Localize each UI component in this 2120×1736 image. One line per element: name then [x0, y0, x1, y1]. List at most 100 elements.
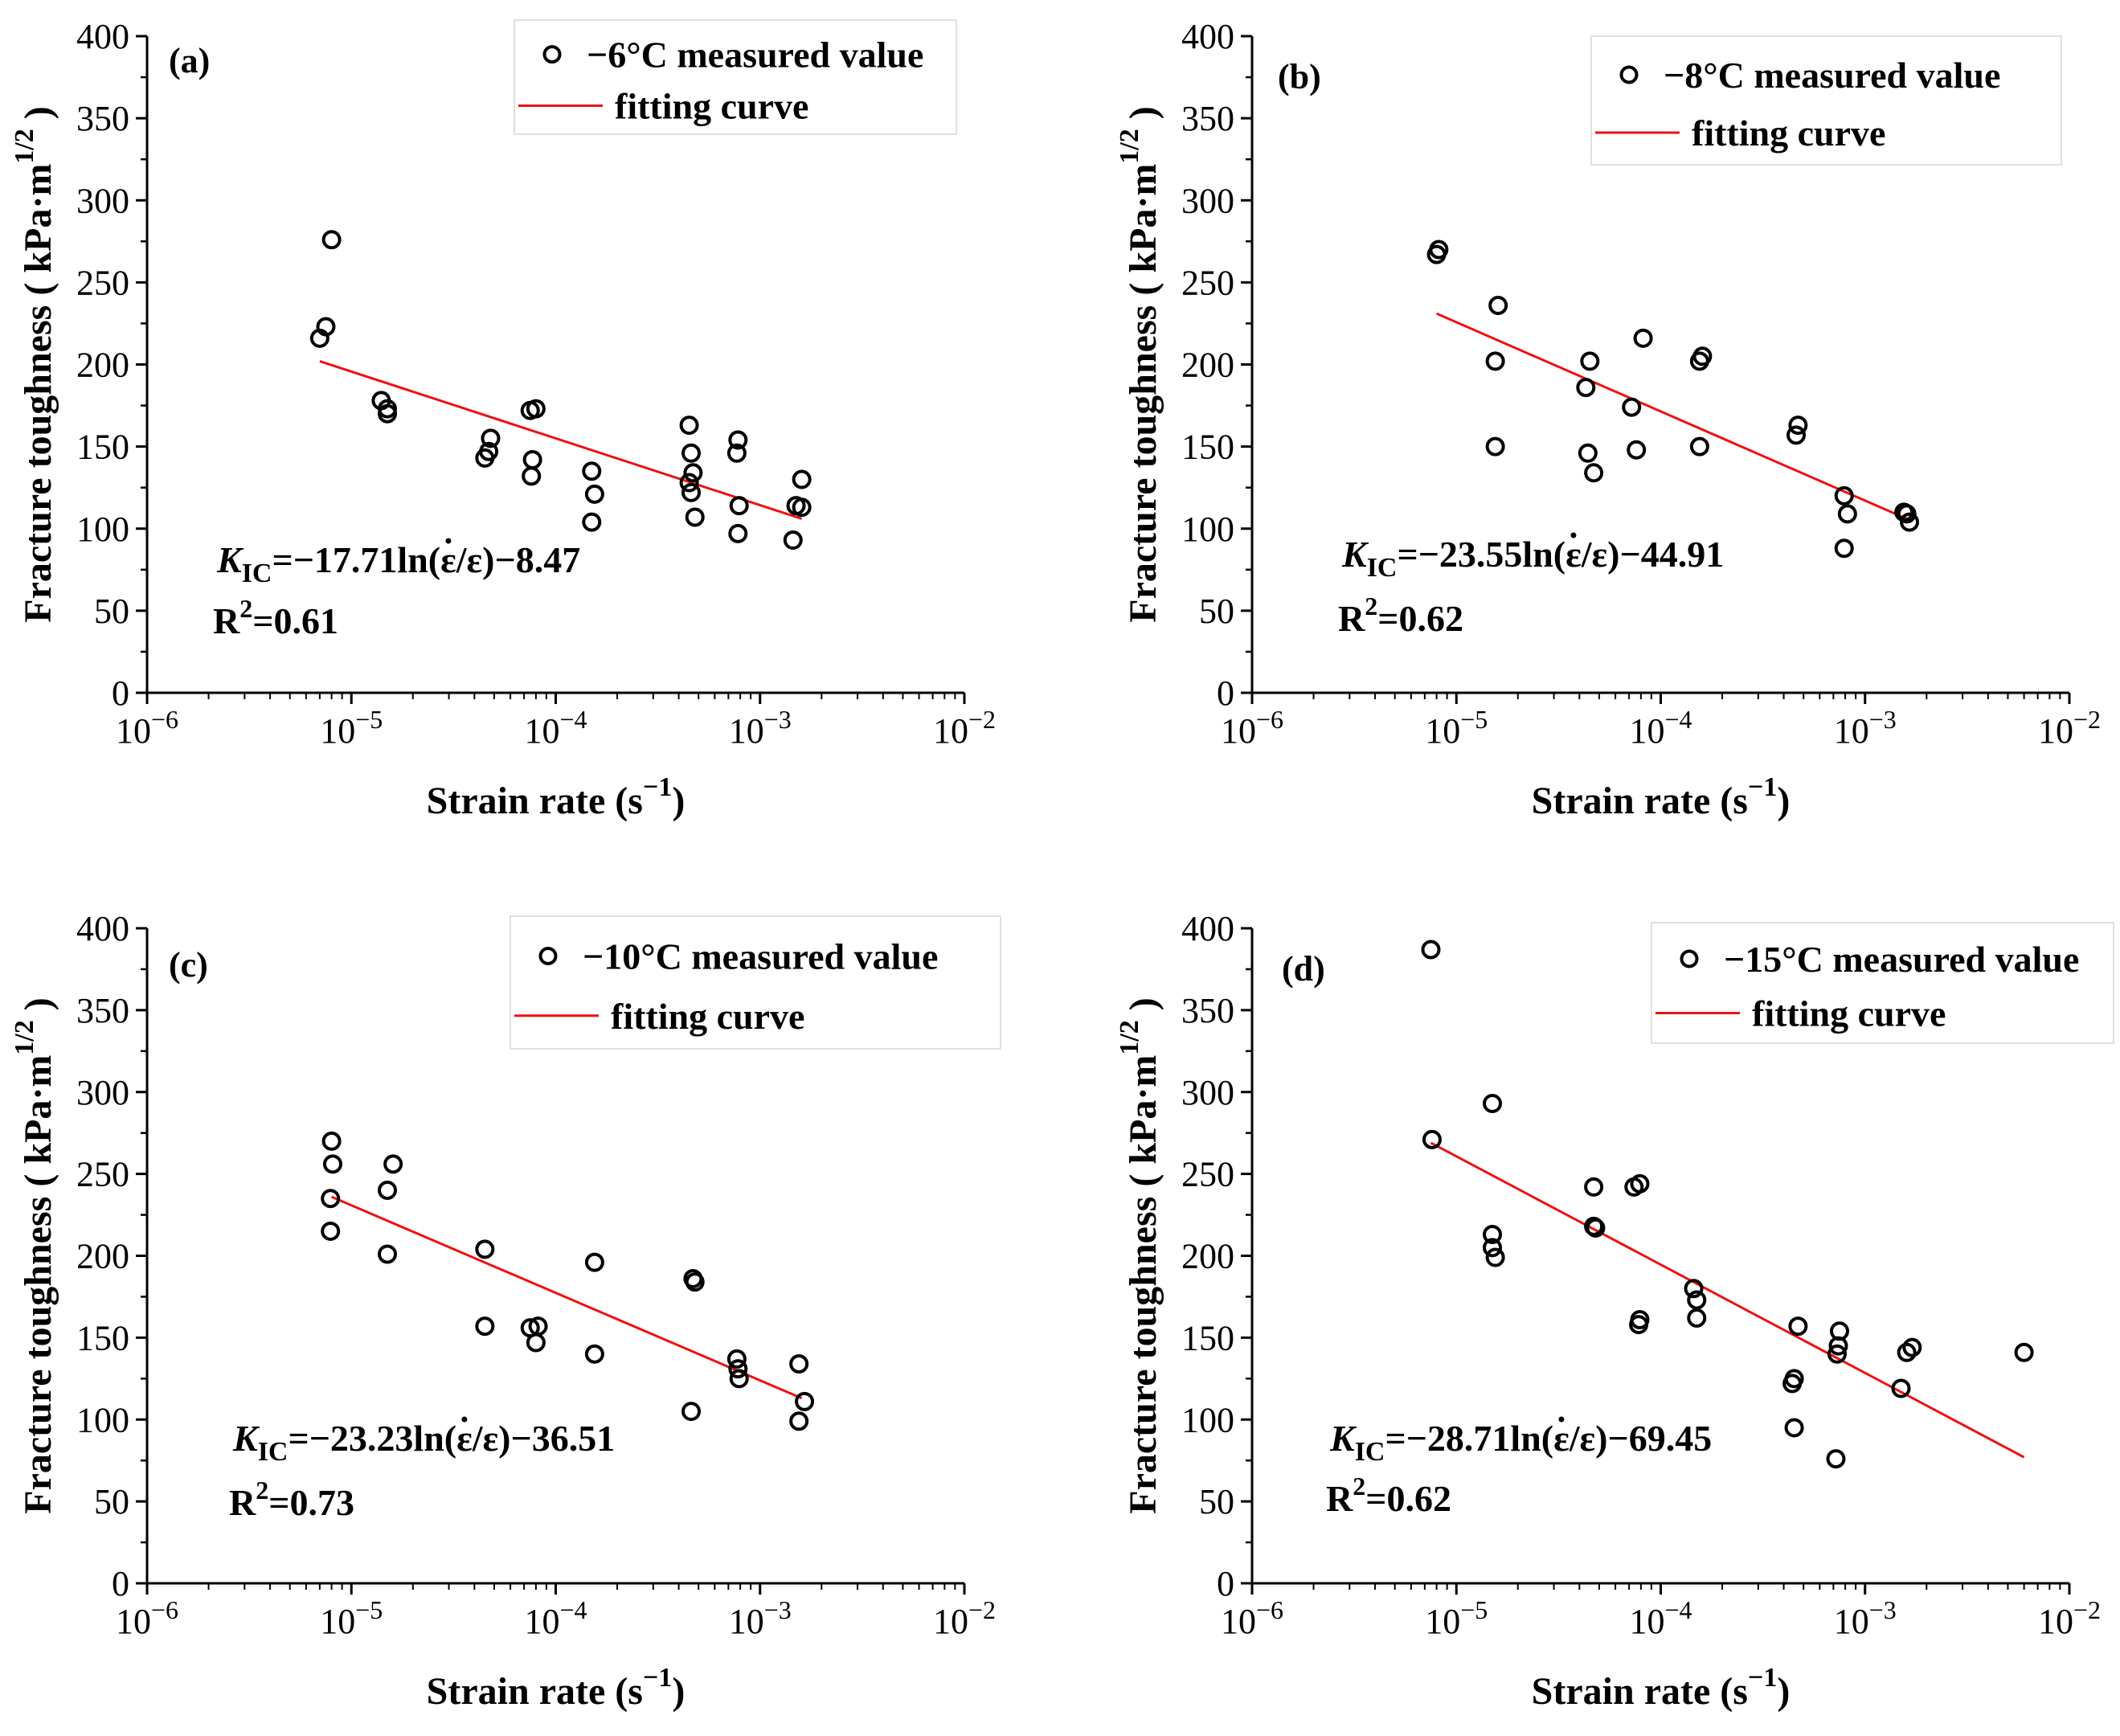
data-point [681, 482, 702, 502]
legend-entry-fit: fitting curve [611, 996, 804, 1037]
data-point [1421, 940, 1441, 960]
data-point [679, 473, 699, 493]
y-tick-label: 300 [76, 1073, 129, 1112]
data-point [1485, 351, 1505, 371]
legend-box [510, 915, 1001, 1050]
panel-b: 0 50 100 150 200 250 300 350 400 10−6 10−5 10−4 10−3… [1115, 17, 2101, 822]
data-point [1485, 436, 1505, 457]
y-tick-label: 150 [1181, 1318, 1234, 1357]
y-tick-label: 250 [76, 263, 129, 302]
x-tick-label: 10−5 [1425, 705, 1488, 751]
data-point [526, 1333, 546, 1353]
data-point [789, 1411, 809, 1431]
y-tick-label: 200 [1181, 1237, 1234, 1276]
x-axis-title: Strain rate (s−1) [427, 772, 686, 822]
y-tick-label: 350 [1181, 99, 1234, 138]
x-tick-label: 10−6 [116, 705, 178, 751]
y-tick-label: 0 [112, 1564, 129, 1603]
x-tick-label: 10−3 [1834, 1595, 1897, 1641]
legend-marker-icon [1619, 65, 1639, 84]
data-point [1692, 346, 1713, 366]
fit-line [319, 359, 803, 520]
y-tick-label: 400 [76, 909, 129, 948]
data-point [1689, 436, 1709, 457]
data-point [1687, 1308, 1707, 1328]
fit-line [331, 1195, 803, 1400]
y-tick-label: 50 [94, 592, 129, 631]
data-point [1578, 443, 1598, 463]
data-point [1902, 1337, 1922, 1357]
legend-entry-measured: −15°C measured value [1724, 939, 2079, 980]
data-point [726, 1349, 747, 1369]
x-tick-label: 10−3 [729, 705, 792, 751]
data-point [383, 1154, 403, 1174]
data-point [316, 317, 336, 337]
r-squared: R2=0.61 [213, 594, 338, 641]
panel-label: (d) [1282, 949, 1325, 989]
fit-line [1436, 312, 1908, 520]
legend-box [514, 19, 957, 135]
data-point [1627, 440, 1647, 460]
data-point [321, 1131, 342, 1151]
data-point [1827, 1344, 1847, 1364]
y-tick-label: 150 [1181, 428, 1234, 467]
x-axis-title: Strain rate (s−1) [1532, 1663, 1791, 1713]
data-point [1483, 1225, 1503, 1245]
data-point [1684, 1279, 1704, 1299]
x-tick-label: 10−4 [1629, 705, 1692, 751]
epsilon-dot [445, 538, 452, 544]
data-point [378, 1244, 398, 1264]
panel-label: (c) [169, 945, 208, 985]
data-point [1784, 1418, 1804, 1438]
y-tick-label: 100 [76, 510, 129, 549]
data-point [681, 1402, 702, 1422]
data-point [1622, 397, 1642, 417]
legend-box [1590, 35, 2062, 166]
y-tick-label: 100 [1181, 1400, 1234, 1439]
panel-c: 0 50 100 150 200 250 300 350 400 10−6 10−5 10−4 10−3… [10, 909, 1001, 1713]
panel-a: 0 50 100 150 200 250 300 350 400 10−6 10−5 10−4 10−3… [10, 17, 996, 822]
y-tick-label: 350 [76, 991, 129, 1030]
data-point [1422, 1129, 1442, 1149]
x-tick-label: 10−4 [1629, 1595, 1692, 1641]
r-squared: R2=0.62 [1326, 1472, 1451, 1519]
data-point [1687, 1290, 1707, 1310]
data-point [792, 497, 812, 518]
data-point [2014, 1342, 2034, 1362]
data-point [1828, 1336, 1848, 1356]
data-point [584, 1252, 604, 1272]
x-tick-label: 10−6 [1221, 705, 1283, 751]
x-tick-label: 10−2 [2038, 1595, 2101, 1641]
y-tick-label: 200 [76, 346, 129, 385]
y-axis-title: Fracture toughness ( kPa·m1/2 ) [1115, 997, 1164, 1514]
data-point [1897, 1342, 1917, 1362]
data-point [728, 523, 748, 543]
data-point [1584, 1177, 1604, 1197]
data-point [1782, 1374, 1803, 1394]
y-tick-label: 50 [1199, 1482, 1234, 1521]
panel-d: 0 50 100 150 200 250 300 350 400 10−6 10−5 10−4 10−3… [1115, 909, 2114, 1713]
data-point [681, 443, 702, 463]
y-tick-label: 200 [76, 1237, 129, 1276]
x-tick-label: 10−5 [320, 705, 383, 751]
legend-box [1651, 922, 2114, 1044]
y-tick-label: 200 [1181, 346, 1234, 385]
x-tick-label: 10−5 [320, 1595, 383, 1641]
legend-marker-icon [542, 45, 562, 64]
y-tick-label: 350 [76, 99, 129, 138]
data-point [378, 1181, 398, 1200]
y-axis-title: Fracture toughness ( kPa·m1/2 ) [10, 106, 59, 623]
data-point [1788, 1316, 1808, 1337]
y-tick-label: 400 [76, 17, 129, 56]
data-point [481, 428, 501, 448]
epsilon-dot [461, 1416, 468, 1423]
y-axis-title: Fracture toughness ( kPa·m1/2 ) [10, 997, 59, 1514]
data-point [728, 1359, 748, 1379]
data-point [783, 530, 803, 551]
legend: −10°C measured value fitting curve [510, 915, 1001, 1050]
x-tick-label: 10−3 [1834, 705, 1897, 751]
legend-marker-icon [1680, 949, 1699, 968]
data-point [1834, 538, 1854, 559]
data-point [679, 416, 699, 436]
